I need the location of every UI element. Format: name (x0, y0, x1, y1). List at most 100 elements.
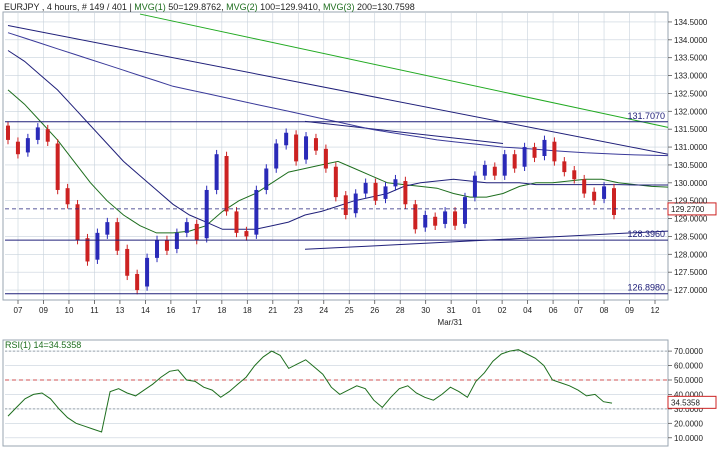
candle-body (403, 181, 408, 205)
x-tick-label: 18 (243, 306, 252, 315)
candle-body (522, 147, 527, 167)
candle-body (492, 166, 497, 176)
x-tick-label: 09 (625, 306, 634, 315)
chart-header: EURJPY , 4 hours, # 149 / 401 | MVG(1) 5… (4, 2, 415, 12)
rsi-y-tick-label: 30.0000 (674, 405, 703, 414)
mvg2-label: MVG(2) (226, 2, 258, 12)
y-tick-label: 133.0000 (674, 72, 708, 81)
candle-body (234, 211, 239, 233)
timeframe: , 4 hours, (39, 2, 82, 12)
x-tick-label: 01 (472, 306, 481, 315)
price-panel-frame (2, 11, 669, 301)
x-tick-label: 25 (345, 306, 354, 315)
candle-body (294, 134, 299, 162)
y-tick-label: 128.5000 (674, 232, 708, 241)
x-tick-label: 21 (268, 306, 277, 315)
candle-body (383, 186, 388, 199)
rsi-label: RSI(1) 14=34.5358 (5, 340, 81, 350)
candle-body (602, 186, 607, 199)
trendline-descending-long (7, 25, 669, 155)
rsi-y-tick-label: 70.0000 (674, 347, 703, 356)
symbol: EURJPY (4, 2, 40, 12)
level-label: 128.3960 (627, 229, 665, 239)
y-tick-label: 130.5000 (674, 161, 708, 170)
candle-body (65, 188, 70, 205)
x-sub-label: Mar/31 (438, 318, 463, 327)
candle-body (115, 222, 120, 251)
candle-body (304, 136, 309, 160)
x-tick-label: 11 (90, 306, 99, 315)
candle-body (75, 204, 80, 241)
level-label: 126.8980 (627, 283, 665, 293)
rsi-y-tick-label: 40.0000 (674, 390, 703, 399)
candle-body (204, 189, 209, 239)
candle-body (214, 154, 219, 190)
y-tick-label: 131.0000 (674, 143, 708, 152)
candle-body (164, 240, 169, 251)
candle-body (472, 175, 477, 198)
candle-body (184, 222, 189, 233)
candle-body (482, 164, 487, 176)
rsi-y-tick-label: 20.0000 (674, 419, 703, 428)
bar-count: # 149 / 401 (82, 2, 127, 12)
candle-body (135, 273, 140, 291)
candle-body (423, 214, 428, 228)
candle-body (35, 127, 40, 140)
candle-body (254, 189, 259, 235)
candle-body (25, 138, 30, 153)
trendline-upper-channel (304, 120, 504, 144)
x-tick-label: 09 (39, 306, 48, 315)
candle-body (174, 232, 179, 249)
price-grid (5, 13, 667, 299)
y-tick-label: 128.0000 (674, 250, 708, 259)
x-tick-label: 06 (549, 306, 558, 315)
y-tick-label: 132.5000 (674, 89, 708, 98)
mvg3-value: 200=130.7598 (354, 2, 414, 12)
candle-body (85, 238, 90, 262)
y-tick-label: 131.5000 (674, 125, 708, 134)
y-tick-label: 132.0000 (674, 107, 708, 116)
candle-body (462, 197, 467, 224)
rsi-y-tick-label: 60.0000 (674, 362, 703, 371)
y-tick-label: 134.5000 (674, 18, 708, 27)
candle-body (55, 143, 60, 190)
x-tick-label: 17 (192, 306, 201, 315)
rsi-panel-frame (2, 339, 669, 447)
candle-body (224, 156, 229, 212)
price-panel: 131.7070 128.3960 126.8980 129.2700 134.500… (2, 11, 717, 327)
candle-body (145, 257, 150, 287)
price-y-axis: 134.5000 134.0000 133.5000 133.0000 132.5000… (668, 18, 708, 295)
x-tick-label: 18 (217, 306, 226, 315)
candle-body (353, 193, 358, 214)
current-price-box (667, 202, 717, 216)
current-price-label: 129.2700 (671, 205, 705, 214)
candle-body (6, 125, 10, 140)
candle-body (105, 222, 110, 235)
candle-body (542, 139, 547, 156)
x-tick-label: 26 (370, 306, 379, 315)
candle-body (284, 132, 289, 146)
y-tick-label: 134.0000 (674, 36, 708, 45)
x-tick-label: 13 (115, 306, 124, 315)
y-tick-label: 133.5000 (674, 54, 708, 63)
candle-body (552, 141, 557, 162)
candle-body (433, 216, 438, 226)
x-tick-label: 07 (14, 306, 23, 315)
rsi-y-axis: 70.0000 60.0000 50.0000 40.0000 30.0000 20.00… (667, 347, 717, 443)
x-tick-label: 10 (65, 306, 74, 315)
candle-body (313, 138, 318, 151)
candle-body (363, 182, 368, 194)
candle-body (582, 179, 587, 194)
x-tick-label: 12 (651, 306, 660, 315)
candle-body (125, 248, 130, 276)
x-tick-label: 08 (600, 306, 609, 315)
mvg1-label: MVG(1) (134, 2, 166, 12)
candle-body (323, 148, 328, 169)
candle-body (413, 204, 418, 230)
price-annotations: 131.7070 128.3960 126.8980 129.2700 (5, 111, 717, 295)
candle-body (453, 211, 458, 226)
candle-body (512, 154, 517, 169)
candle-body (264, 168, 269, 190)
y-tick-label: 130.0000 (674, 179, 708, 188)
